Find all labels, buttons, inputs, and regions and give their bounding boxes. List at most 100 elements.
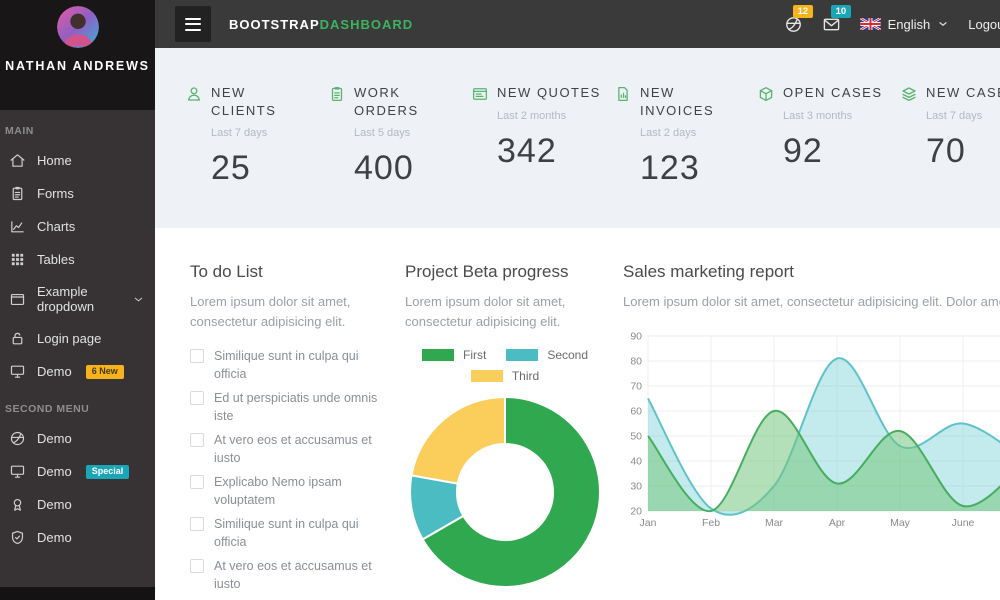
sidebar-item-demo[interactable]: Demo	[0, 422, 155, 455]
stat-label: NEW CLIENTS	[211, 85, 277, 119]
todo-checkbox[interactable]	[190, 433, 204, 448]
stat-label: WORK ORDERS	[354, 85, 419, 119]
legend-swatch	[506, 349, 539, 362]
stat-value: 92	[783, 132, 823, 170]
medal-icon	[9, 496, 26, 513]
sidebar-item-label: Tables	[37, 252, 75, 267]
stat-value: 70	[926, 132, 966, 170]
stat-header: NEW CLIENTS	[185, 84, 328, 120]
sidebar-item-charts[interactable]: Charts	[0, 210, 155, 243]
stat-period: Last 5 days	[354, 127, 411, 140]
sidebar-item-example-dropdown[interactable]: Example dropdown	[0, 276, 155, 322]
stat-period: Last 7 days	[926, 110, 983, 122]
stat-period: Last 2 months	[497, 110, 567, 122]
legend-swatch	[470, 370, 503, 383]
area-chart: 20 30 40 50 60 70 80 90 Jan Feb Mar Apr May June	[630, 331, 1000, 529]
svg-text:Feb: Feb	[702, 517, 720, 529]
svg-text:50: 50	[630, 431, 642, 443]
area-chart-subtitle: Lorem ipsum dolor sit amet, consectetur …	[623, 294, 1000, 309]
legend-item-second[interactable]: Second	[506, 348, 588, 362]
sidebar-item-label: Forms	[37, 186, 74, 201]
svg-text:May: May	[890, 517, 911, 529]
chart-icon	[9, 218, 26, 235]
todo-item-label: At vero eos et accusamus et iusto	[214, 559, 372, 591]
todo-item: At vero eos et accusamus et iusto	[190, 432, 388, 467]
brand-logo[interactable]: BOOTSTRAPDASHBOARD	[229, 17, 413, 32]
legend-item-third[interactable]: Third	[470, 369, 540, 384]
sidebar-item-tables[interactable]: Tables	[0, 243, 155, 276]
globe-icon[interactable]: 12	[784, 4, 814, 34]
todo-item: At vero eos et accusamus et iusto	[190, 558, 388, 593]
todo-title: To do List	[190, 262, 263, 281]
area-chart-card: Sales marketing report Lorem ipsum dolor…	[623, 262, 1000, 600]
todo-item-label: Ed ut perspiciatis unde omnis iste	[214, 391, 378, 423]
sidebar-item-home[interactable]: Home	[0, 144, 155, 177]
sidebar-item-label: Demo	[37, 530, 72, 545]
todo-checkbox[interactable]	[190, 349, 204, 364]
sidebar-item-label: Demo	[37, 464, 72, 479]
shield-icon	[9, 529, 26, 546]
grid-icon	[9, 251, 26, 268]
legend-row: First Second	[421, 348, 588, 362]
language-dropdown[interactable]: English	[859, 17, 950, 32]
sidebar-item-demo[interactable]: Demo	[0, 488, 155, 521]
sidebar-footer	[0, 587, 155, 600]
sidebar-item-demo[interactable]: Demo Special	[0, 455, 155, 488]
uk-flag-icon	[859, 18, 881, 30]
menu-toggle-button[interactable]	[175, 6, 211, 42]
chevron-down-icon	[132, 293, 145, 306]
user-name: NATHAN ANDREWS	[5, 59, 150, 73]
sidebar-item-login-page[interactable]: Login page	[0, 322, 155, 355]
envelope-icon[interactable]: 10	[822, 4, 852, 34]
legend-row: Third	[470, 369, 540, 384]
sidebar-badge: 6 New	[85, 364, 124, 379]
clipboard-icon	[328, 85, 346, 103]
donut-legend: First Second Third	[405, 348, 605, 383]
todo-card: To do List Lorem ipsum dolor sit amet, c…	[190, 262, 388, 600]
sidebar-item-demo[interactable]: Demo	[0, 521, 155, 554]
top-navbar: BOOTSTRAPDASHBOARD 12 10	[155, 0, 1000, 48]
box-icon	[757, 85, 775, 103]
todo-item-label: Explicabo Nemo ipsam voluptatem	[214, 475, 342, 507]
globe-icon	[9, 430, 26, 447]
stat-label: NEW QUOTES	[497, 85, 601, 100]
stat-header: OPEN CASES	[757, 84, 900, 103]
user-icon	[185, 85, 203, 103]
monitor-icon	[9, 463, 26, 480]
sidebar-menu: MAIN Home Forms Charts Tables Example dropdow…	[0, 110, 155, 554]
donut-slice-first	[421, 396, 601, 589]
svg-text:70: 70	[630, 381, 642, 393]
todo-checkbox[interactable]	[190, 475, 204, 490]
stat-open-cases: OPEN CASES Last 3 months 92	[757, 84, 900, 228]
svg-text:Apr: Apr	[829, 517, 846, 529]
stat-value: 400	[354, 149, 414, 188]
stat-value: 25	[211, 149, 251, 188]
stat-value: 123	[640, 149, 700, 188]
legend-label: Third	[511, 369, 540, 384]
legend-item-first[interactable]: First	[421, 348, 486, 362]
stat-label: NEW INVOICES	[640, 85, 715, 119]
todo-item: Explicabo Nemo ipsam voluptatem	[190, 474, 388, 509]
sidebar-item-demo[interactable]: Demo 6 New	[0, 355, 155, 388]
logout-link[interactable]: Logout	[968, 16, 1000, 32]
area-line-series-green	[647, 410, 1000, 513]
stat-label: NEW CASES	[926, 85, 1000, 100]
todo-item: Similique sunt in culpa qui officia	[190, 516, 388, 551]
stats-row: NEW CLIENTS Last 7 days 25 WORK ORDERS Last …	[155, 48, 1000, 228]
todo-item: Similique sunt in culpa qui officia	[190, 348, 388, 383]
todo-checkbox[interactable]	[190, 517, 204, 532]
sidebar-item-forms[interactable]: Forms	[0, 177, 155, 210]
legend-swatch	[421, 349, 454, 362]
sidebar-item-label: Demo	[37, 364, 72, 379]
todo-list: Similique sunt in culpa qui officia Ed ut…	[190, 348, 388, 600]
todo-subtitle: Lorem ipsum dolor sit amet, consectetur …	[190, 294, 351, 330]
legend-label: Second	[547, 348, 589, 363]
avatar	[56, 6, 99, 48]
clipboard-icon	[9, 185, 26, 202]
todo-checkbox[interactable]	[190, 559, 204, 574]
svg-text:June: June	[952, 517, 975, 529]
todo-checkbox[interactable]	[190, 391, 204, 406]
lock-icon	[9, 330, 26, 347]
layers-icon	[900, 85, 918, 103]
donut-slice-third	[410, 396, 506, 486]
